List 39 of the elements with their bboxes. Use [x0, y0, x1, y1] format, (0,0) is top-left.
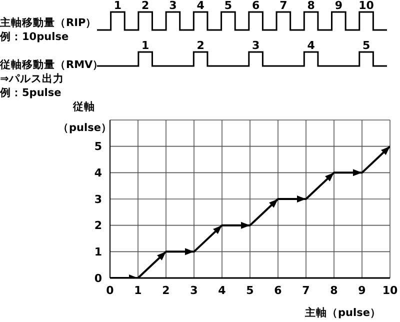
annotation: 3: [169, 0, 177, 12]
text: ⇒パルス出力: [0, 73, 64, 85]
annotation: 8: [307, 0, 315, 12]
text: 例：5pulse: [0, 87, 62, 99]
annotation: 5: [362, 39, 370, 52]
annotation: 5: [224, 0, 232, 12]
annotation: 2: [142, 0, 150, 12]
annotation: 4: [196, 0, 205, 12]
x-tick-label: 9: [358, 284, 366, 297]
y-tick-label: 2: [94, 219, 102, 232]
x-tick-label: 2: [162, 284, 170, 297]
text: 例：10pulse: [0, 31, 69, 43]
text: 主軸移動量（RIP）: [0, 17, 97, 29]
annotation: 10: [358, 0, 374, 12]
annotation: 3: [252, 39, 260, 52]
y-tick-label: 5: [94, 140, 102, 154]
annotation: 1: [142, 39, 150, 52]
x-axis-title: 主軸（pulse）: [305, 307, 381, 319]
x-tick-label: 8: [330, 284, 338, 297]
x-tick-label: 0: [106, 284, 114, 297]
y-tick-label: 4: [94, 166, 102, 180]
text: 従軸移動量（RMV）: [0, 59, 104, 71]
x-tick-label: 7: [302, 284, 310, 297]
x-tick-label: 1: [134, 284, 142, 297]
y-axis-title: 従軸（pulse）: [58, 101, 112, 134]
annotation: 2: [196, 39, 204, 52]
x-tick-label: 4: [218, 284, 226, 297]
y-tick-label: 1: [94, 246, 102, 259]
y-tick-label: 3: [94, 192, 102, 206]
x-tick-label: 5: [246, 284, 254, 297]
x-tick-label: 10: [382, 284, 398, 297]
annotation: 9: [334, 0, 342, 12]
annotation: 1: [114, 0, 122, 12]
annotation: 6: [252, 0, 260, 12]
y-tick-label: 0: [94, 272, 102, 285]
annotation: 7: [280, 0, 288, 12]
x-tick-label: 3: [190, 284, 198, 297]
annotation: 4: [307, 39, 316, 52]
x-tick-label: 6: [274, 284, 282, 297]
